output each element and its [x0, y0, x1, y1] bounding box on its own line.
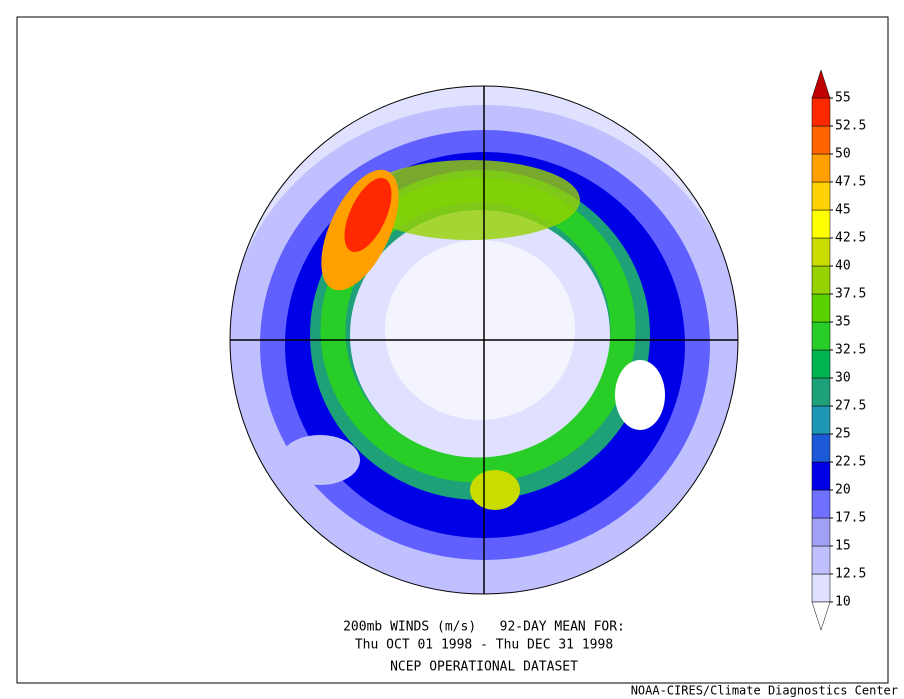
plot-frame	[16, 16, 889, 684]
colorbar-label: 10	[835, 595, 851, 610]
colorbar-label: 40	[835, 259, 851, 274]
colorbar-segment	[811, 97, 831, 127]
colorbar-label: 15	[835, 539, 851, 554]
colorbar-label: 30	[835, 371, 851, 386]
colorbar: 10 12.5 15 17.5 20 22.5 25 27.5 30 32.5 35 37.5 40 42…	[811, 69, 866, 631]
credit: NOAA-CIRES/Climate Diagnostics Center	[631, 684, 898, 698]
title-line: NCEP OPERATIONAL DATASET	[390, 660, 578, 675]
colorbar-label: 17.5	[835, 511, 866, 526]
colorbar-segment	[811, 293, 831, 323]
colorbar-label: 22.5	[835, 455, 866, 470]
colorbar-label: 50	[835, 147, 851, 162]
colorbar-segment	[811, 517, 831, 547]
colorbar-segment	[811, 153, 831, 183]
colorbar-segment	[811, 349, 831, 379]
colorbar-under	[811, 601, 831, 631]
title-line: Thu OCT 01 1998 - Thu DEC 31 1998	[355, 638, 613, 653]
colorbar-label: 25	[835, 427, 851, 442]
colorbar-label: 20	[835, 483, 851, 498]
colorbar-segment	[811, 489, 831, 519]
colorbar-segment	[811, 125, 831, 155]
colorbar-label: 27.5	[835, 399, 866, 414]
colorbar-label: 37.5	[835, 287, 866, 302]
colorbar-label: 47.5	[835, 175, 866, 190]
colorbar-segment	[811, 545, 831, 575]
title-line: 200mb WINDS (m/s) 92-DAY MEAN FOR:	[343, 620, 625, 635]
colorbar-label: 32.5	[835, 343, 866, 358]
colorbar-label: 35	[835, 315, 851, 330]
colorbar-segment	[811, 573, 831, 603]
colorbar-segment	[811, 237, 831, 267]
colorbar-segment	[811, 461, 831, 491]
colorbar-segment	[811, 433, 831, 463]
colorbar-segment	[811, 181, 831, 211]
colorbar-segment	[811, 377, 831, 407]
colorbar-over	[811, 69, 831, 99]
colorbar-label: 45	[835, 203, 851, 218]
colorbar-label: 55	[835, 91, 851, 106]
colorbar-segment	[811, 209, 831, 239]
colorbar-label: 52.5	[835, 119, 866, 134]
colorbar-label: 12.5	[835, 567, 866, 582]
colorbar-segment	[811, 405, 831, 435]
colorbar-segment	[811, 265, 831, 295]
colorbar-segment	[811, 321, 831, 351]
colorbar-label: 42.5	[835, 231, 866, 246]
